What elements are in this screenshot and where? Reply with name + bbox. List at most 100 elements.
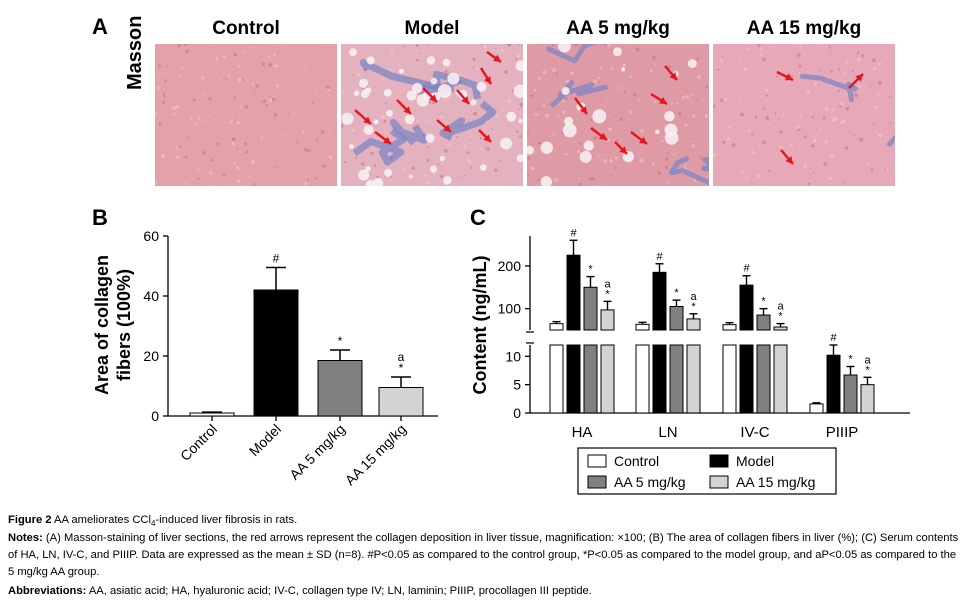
tissue-speckle bbox=[341, 90, 345, 94]
tissue-speckle bbox=[839, 104, 842, 108]
tissue-speckle bbox=[534, 113, 538, 117]
tissue-speckle bbox=[178, 74, 181, 78]
tissue-speckle bbox=[874, 105, 879, 110]
tissue-speckle bbox=[163, 95, 166, 98]
tissue-speckle bbox=[437, 162, 440, 165]
column-title-0: Control bbox=[212, 18, 280, 39]
c-legend-box bbox=[577, 447, 837, 495]
tissue-speckle bbox=[731, 142, 736, 147]
tissue-speckle bbox=[204, 93, 207, 96]
fat-vacuole bbox=[406, 90, 417, 101]
tissue-speckle bbox=[843, 71, 847, 75]
tissue-speckle bbox=[565, 79, 570, 83]
c-axis-break-band bbox=[526, 332, 914, 343]
tissue-speckle bbox=[807, 182, 811, 186]
c-bar-lower bbox=[549, 344, 564, 414]
tissue-speckle bbox=[296, 141, 298, 144]
c-legend-swatch bbox=[587, 454, 607, 468]
c-bar-upper bbox=[739, 284, 754, 331]
tissue-speckle bbox=[155, 111, 157, 115]
tissue-speckle bbox=[803, 135, 807, 139]
tissue-speckle bbox=[588, 176, 593, 181]
tissue-speckle bbox=[218, 92, 220, 95]
tissue-speckle bbox=[771, 46, 775, 49]
tissue-speckle bbox=[726, 137, 731, 141]
tissue-speckle bbox=[537, 178, 541, 182]
fat-vacuole bbox=[500, 137, 512, 150]
tissue-speckle bbox=[576, 149, 581, 154]
c-significance-mark: * bbox=[778, 311, 783, 323]
tissue-speckle bbox=[185, 49, 189, 54]
panel-b-letter: B bbox=[92, 205, 108, 230]
tissue-speckle bbox=[443, 148, 448, 153]
tissue-speckle bbox=[273, 53, 276, 57]
figure-text-sub: 4 bbox=[151, 519, 156, 529]
c-bar-upper bbox=[549, 323, 564, 331]
c-significance-mark: * bbox=[674, 287, 679, 299]
red-arrow-head bbox=[579, 106, 587, 114]
tissue-speckle bbox=[666, 122, 669, 125]
c-significance-mark: * bbox=[588, 264, 593, 276]
tissue-speckle bbox=[485, 147, 487, 150]
tissue-speckle bbox=[227, 74, 230, 77]
micrograph-svg-1 bbox=[341, 44, 523, 186]
tissue-speckle bbox=[479, 147, 484, 151]
fat-vacuole bbox=[341, 112, 354, 125]
tissue-speckle bbox=[467, 159, 469, 161]
tissue-speckle bbox=[713, 104, 716, 108]
fat-vacuole bbox=[506, 111, 517, 122]
figure-abbreviations: Abbreviations: AA, asiatic acid; HA, hya… bbox=[8, 583, 963, 600]
tissue-speckle bbox=[190, 117, 193, 120]
tissue-speckle bbox=[651, 162, 655, 165]
tissue-speckle bbox=[692, 114, 696, 118]
fat-vacuole bbox=[513, 84, 523, 98]
tissue-speckle bbox=[173, 113, 176, 116]
fat-vacuole bbox=[442, 58, 451, 67]
tissue-speckle bbox=[872, 122, 875, 126]
tissue-speckle bbox=[267, 55, 270, 58]
tissue-speckle bbox=[688, 138, 690, 140]
tissue-speckle bbox=[872, 58, 876, 63]
tissue-speckle bbox=[598, 154, 601, 157]
tissue-speckle bbox=[250, 103, 252, 105]
b-bar bbox=[317, 360, 363, 417]
tissue-speckle bbox=[239, 105, 242, 108]
c-bar-lower bbox=[566, 344, 581, 414]
tissue-speckle bbox=[684, 123, 688, 127]
c-bar-lower bbox=[722, 344, 737, 414]
tissue-speckle bbox=[616, 138, 619, 142]
tissue-speckle bbox=[467, 159, 472, 164]
tissue-speckle bbox=[533, 88, 537, 92]
b-x-tick-label: Model bbox=[246, 421, 284, 459]
tissue-speckle bbox=[447, 143, 451, 146]
tissue-speckle bbox=[866, 162, 871, 167]
tissue-speckle bbox=[818, 83, 820, 86]
tissue-speckle bbox=[653, 64, 656, 67]
tissue-speckle bbox=[300, 101, 302, 104]
tissue-speckle bbox=[681, 96, 686, 100]
tissue-speckle bbox=[517, 182, 520, 185]
tissue-speckle bbox=[822, 116, 826, 120]
c-y-tick-label: 100 bbox=[498, 301, 522, 317]
c-y-tick-label: 10 bbox=[505, 348, 521, 364]
tissue-speckle bbox=[634, 159, 637, 162]
tissue-speckle bbox=[184, 182, 188, 186]
tissue-speckle bbox=[664, 157, 669, 161]
micrograph-svg-3 bbox=[713, 44, 895, 186]
tissue-speckle bbox=[527, 156, 531, 160]
tissue-speckle bbox=[591, 176, 595, 181]
tissue-speckle bbox=[341, 124, 344, 128]
tissue-speckle bbox=[457, 176, 459, 179]
tissue-speckle bbox=[837, 68, 841, 71]
tissue-speckle bbox=[164, 79, 167, 82]
tissue-speckle bbox=[878, 133, 883, 138]
tissue-speckle bbox=[311, 101, 315, 104]
tissue-speckle bbox=[156, 78, 159, 80]
tissue-speckle bbox=[381, 177, 384, 180]
tissue-speckle bbox=[790, 74, 794, 78]
tissue-speckle bbox=[604, 169, 606, 171]
c-bar-upper bbox=[566, 254, 581, 331]
fat-vacuole bbox=[404, 114, 415, 125]
fat-vacuole bbox=[439, 155, 445, 162]
tissue-speckle bbox=[806, 89, 811, 94]
